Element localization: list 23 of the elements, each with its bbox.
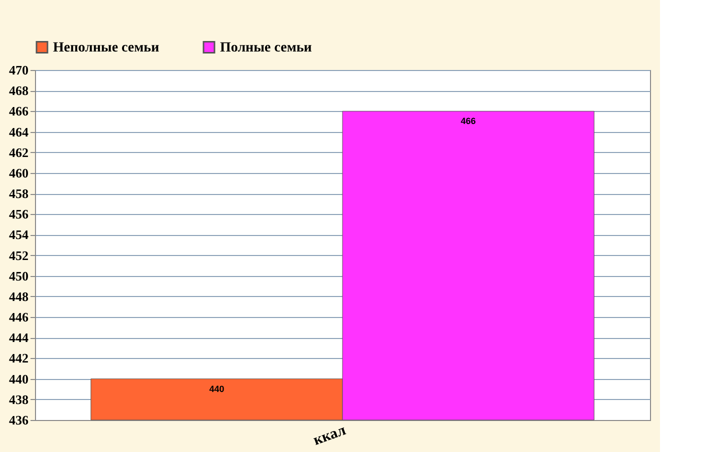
y-tick-label: 448: [9, 288, 29, 304]
y-tick-label: 444: [9, 330, 29, 346]
y-tick-label: 462: [9, 144, 28, 160]
y-tick-label: 470: [9, 62, 28, 78]
y-tick-label: 458: [9, 186, 29, 202]
legend-label: Неполные семьи: [53, 40, 160, 56]
y-tick-label: 436: [9, 412, 29, 428]
legend-label: Полные семьи: [220, 40, 312, 56]
y-tick-label: 464: [9, 124, 29, 140]
y-tick-label: 440: [9, 371, 28, 386]
y-tick-label: 450: [9, 268, 28, 284]
y-tick-label: 468: [9, 83, 29, 98]
y-tick-label: 456: [9, 206, 29, 222]
data-label: 466: [460, 116, 476, 126]
y-tick-label: 438: [9, 392, 29, 407]
x-tick-label: ккал: [311, 422, 349, 449]
data-label: 440: [209, 384, 224, 394]
y-tick-label: 452: [9, 248, 28, 263]
y-tick-label: 446: [9, 310, 29, 325]
y-tick-label: 442: [9, 350, 28, 366]
y-tick-label: 460: [9, 165, 28, 180]
y-tick-label: 466: [9, 104, 29, 119]
y-tick-label: 454: [9, 227, 29, 242]
